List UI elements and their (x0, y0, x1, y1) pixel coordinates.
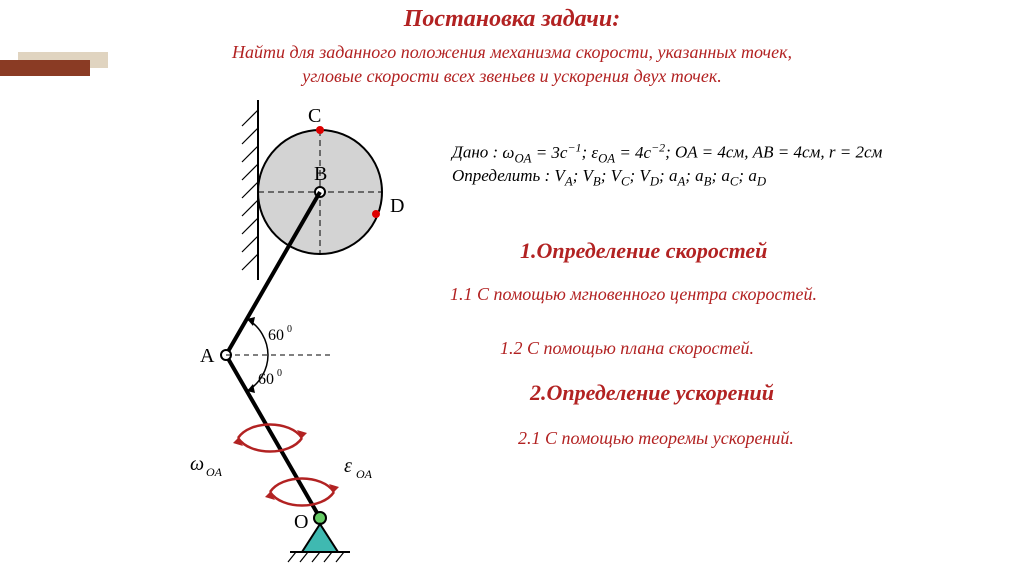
mechanism-diagram: 60 0 60 0 C B D A O ω OA ε OA (150, 100, 470, 570)
section-1-heading: 1.Определение скоростей (520, 238, 767, 264)
angle-upper-exp: 0 (287, 324, 292, 335)
eps-label: ε (344, 455, 352, 477)
label-d: D (390, 195, 404, 217)
given-eps: εOA = 4c−2 (591, 143, 665, 162)
given-AB: AB = 4см (753, 143, 821, 162)
label-o: O (294, 511, 308, 533)
label-c: C (308, 105, 321, 127)
point-c-dot (316, 126, 324, 134)
section-1-2: 1.2 С помощью плана скоростей. (500, 338, 754, 359)
omega-sub: OA (206, 465, 223, 479)
point-d-dot (372, 210, 380, 218)
given-r: r = 2см (829, 143, 882, 162)
section-1-1: 1.1 С помощью мгновенного центра скорост… (450, 284, 817, 305)
subtitle-line-2: угловые скорости всех звеньев и ускорени… (302, 66, 722, 86)
determine-line: Определить : VA; VB; VC; VD; aA; aB; aC;… (452, 166, 766, 189)
angle-lower-label: 60 (258, 371, 274, 388)
ground-hatch (288, 552, 344, 562)
label-b: B (314, 163, 327, 185)
given-omega: ωOA = 3c−1 (502, 143, 581, 162)
subtitle-line-1: Найти для заданного положения механизма … (232, 42, 792, 62)
wall (242, 100, 258, 280)
eps-rotation-icon (265, 479, 339, 506)
section-2-heading: 2.Определение ускорений (530, 380, 774, 406)
eps-sub: OA (356, 467, 373, 481)
section-2-1: 2.1 С помощью теоремы ускорений. (518, 428, 794, 449)
page-title: Постановка задачи: (0, 6, 1024, 33)
angle-lower-exp: 0 (277, 368, 282, 379)
angle-arc-upper (247, 319, 268, 355)
angle-upper-label: 60 (268, 327, 284, 344)
given-OA: OA = 4см (675, 143, 744, 162)
omega-label: ω (190, 453, 204, 475)
given-line: Дано : ωOA = 3c−1; εOA = 4c−2; OA = 4см,… (452, 140, 882, 166)
label-a: A (200, 345, 215, 367)
problem-subtitle: Найти для заданного положения механизма … (0, 40, 1024, 89)
determine-vars: VA; VB; VC; VD; aA; aB; aC; aD (554, 166, 766, 185)
